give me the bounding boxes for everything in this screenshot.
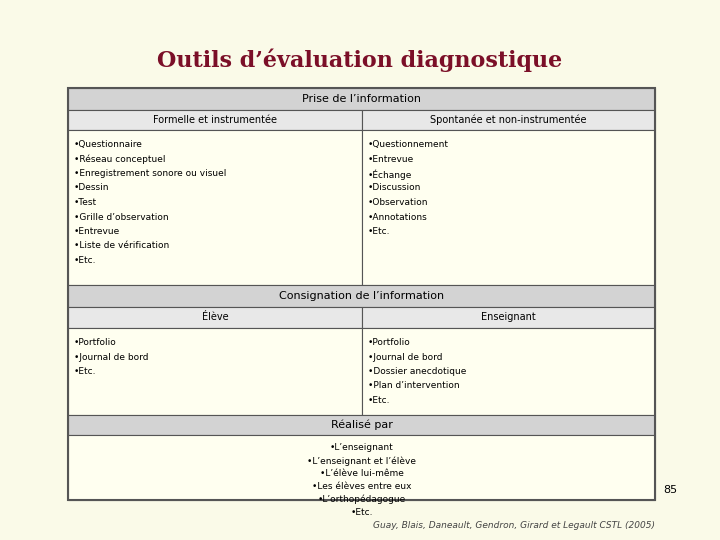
Bar	[362, 307, 655, 328]
Bar	[362, 328, 655, 415]
Bar	[68, 110, 362, 130]
Text: •Questionnaire: •Questionnaire	[74, 140, 143, 149]
Bar	[68, 88, 655, 500]
Text: •Annotations: •Annotations	[368, 213, 428, 221]
Text: 85: 85	[663, 485, 677, 495]
Bar	[68, 328, 362, 415]
Text: •Enregistrement sonore ou visuel: •Enregistrement sonore ou visuel	[74, 169, 226, 178]
Bar	[68, 130, 362, 285]
Text: •Etc.: •Etc.	[74, 367, 96, 376]
Text: Consignation de l’information: Consignation de l’information	[279, 291, 444, 301]
Text: •Portfolio: •Portfolio	[368, 338, 410, 347]
Bar	[68, 415, 655, 435]
Text: •L’enseignant et l’élève: •L’enseignant et l’élève	[307, 456, 416, 465]
Bar	[68, 307, 362, 328]
Text: •L’élève lui-même: •L’élève lui-même	[320, 469, 403, 478]
Text: Élève: Élève	[202, 313, 228, 322]
Text: Spontanée et non-instrumentée: Spontanée et non-instrumentée	[431, 115, 587, 125]
Text: Formelle et instrumentée: Formelle et instrumentée	[153, 115, 277, 125]
Text: •Dessin: •Dessin	[74, 184, 109, 192]
Text: Outils d’évaluation diagnostique: Outils d’évaluation diagnostique	[158, 48, 562, 72]
Text: •Etc.: •Etc.	[350, 508, 373, 517]
Text: •Test: •Test	[74, 198, 97, 207]
Text: •L’orthopédagogue: •L’orthopédagogue	[318, 495, 405, 504]
Text: Enseignant: Enseignant	[481, 313, 536, 322]
Bar	[362, 130, 655, 285]
Text: Réalisé par: Réalisé par	[330, 420, 392, 430]
Text: •Journal de bord: •Journal de bord	[368, 353, 443, 361]
Text: •Plan d’intervention: •Plan d’intervention	[368, 381, 459, 390]
Text: •Journal de bord: •Journal de bord	[74, 353, 148, 361]
Text: •Etc.: •Etc.	[74, 256, 96, 265]
Text: •Etc.: •Etc.	[368, 227, 390, 236]
Text: •Liste de vérification: •Liste de vérification	[74, 241, 169, 251]
Text: •Entrevue: •Entrevue	[368, 154, 414, 164]
Text: •Les élèves entre eux: •Les élèves entre eux	[312, 482, 411, 491]
Text: •Etc.: •Etc.	[368, 396, 390, 405]
Text: •Entrevue: •Entrevue	[74, 227, 120, 236]
Text: •Échange: •Échange	[368, 169, 413, 179]
Bar	[68, 88, 655, 110]
Text: •Réseau conceptuel: •Réseau conceptuel	[74, 154, 166, 164]
Bar	[68, 435, 655, 500]
Text: •Grille d’observation: •Grille d’observation	[74, 213, 168, 221]
Bar	[68, 285, 655, 307]
Text: •L’enseignant: •L’enseignant	[330, 443, 393, 452]
Text: Prise de l’information: Prise de l’information	[302, 94, 421, 104]
Text: •Portfolio: •Portfolio	[74, 338, 117, 347]
Text: •Discussion: •Discussion	[368, 184, 421, 192]
Text: •Observation: •Observation	[368, 198, 428, 207]
Text: •Dossier anecdotique: •Dossier anecdotique	[368, 367, 467, 376]
Text: Guay, Blais, Daneault, Gendron, Girard et Legault CSTL (2005): Guay, Blais, Daneault, Gendron, Girard e…	[373, 521, 655, 530]
Bar	[362, 110, 655, 130]
Text: •Questionnement: •Questionnement	[368, 140, 449, 149]
